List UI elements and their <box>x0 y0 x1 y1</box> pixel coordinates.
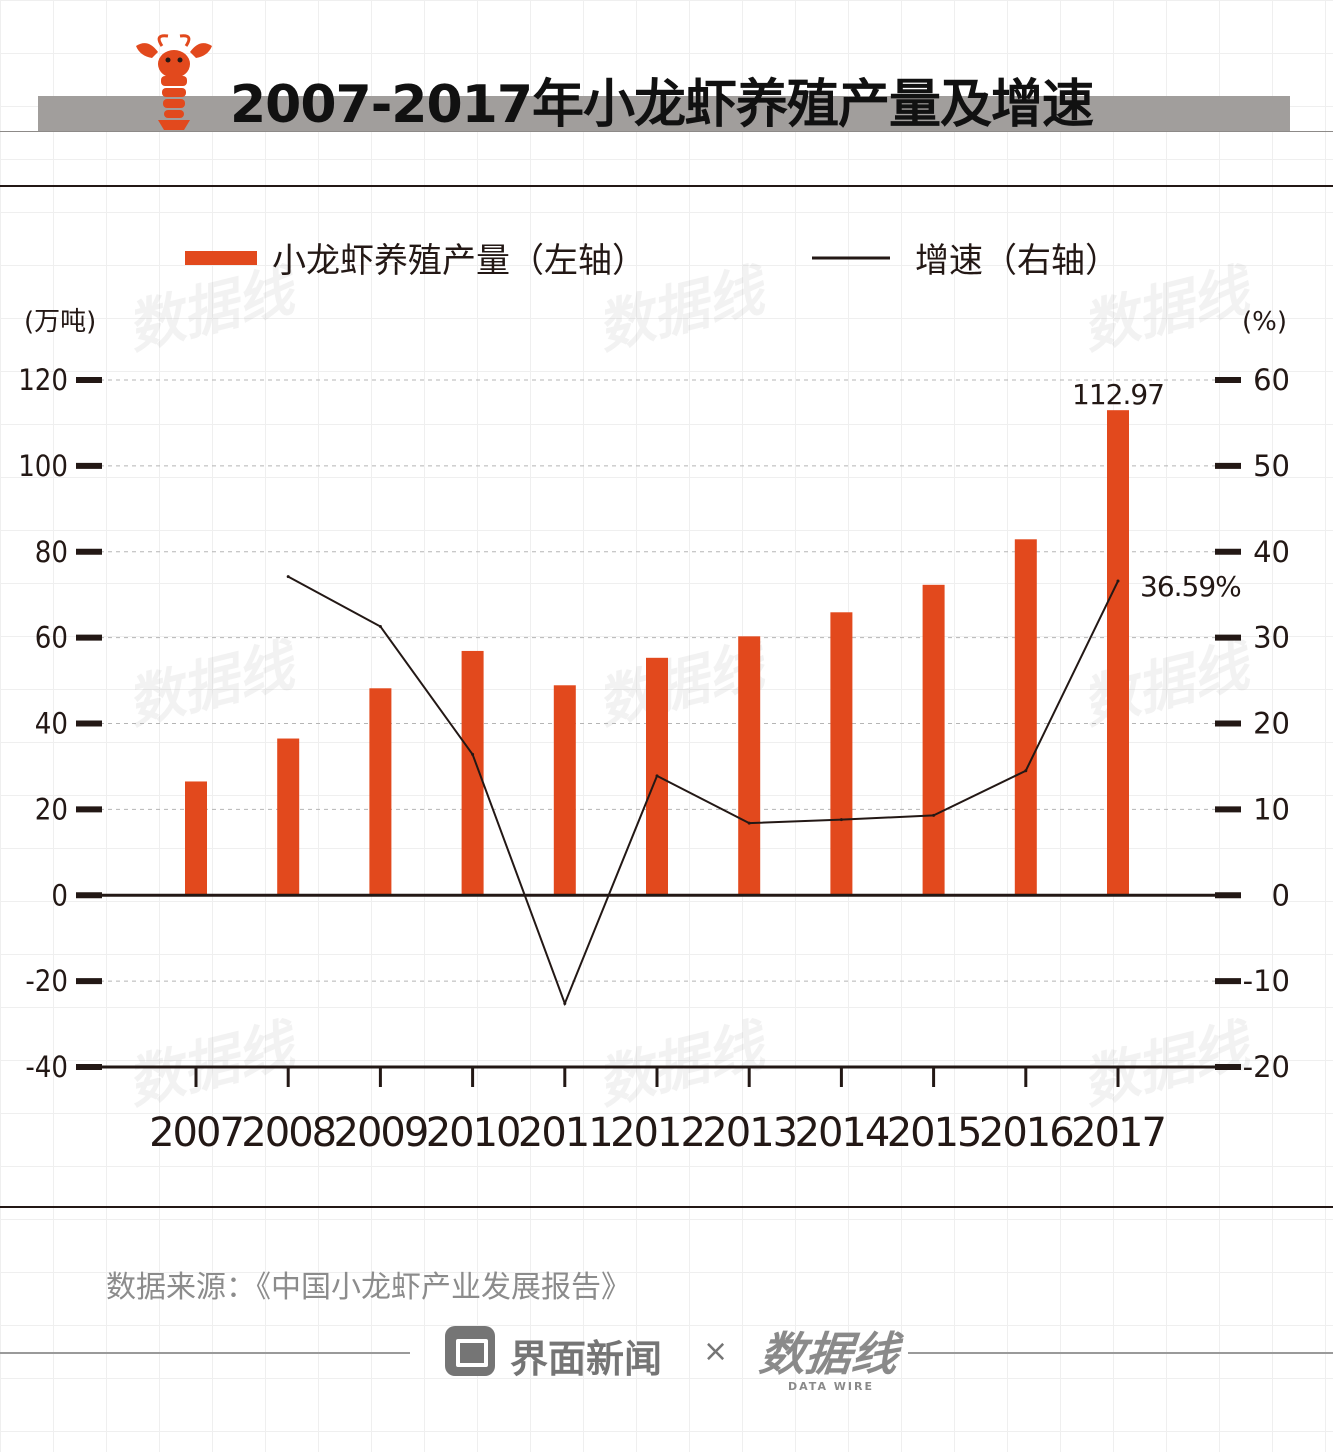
right-axis-tick <box>1215 377 1241 383</box>
bar <box>1107 410 1129 896</box>
left-axis-label: (万吨) <box>24 307 96 337</box>
x-axis-tick-label: 2015 <box>887 1110 981 1156</box>
bar <box>277 738 300 896</box>
left-axis-tick <box>76 634 102 641</box>
lobster-icon <box>136 34 212 130</box>
footer-divider <box>0 1206 1333 1208</box>
left-axis-tick <box>76 806 102 813</box>
right-axis-tick-label: -10 <box>1243 964 1290 998</box>
x-axis-tick-label: 2017 <box>1071 1110 1165 1156</box>
legend-label: 增速（右轴） <box>915 241 1119 281</box>
right-axis-tick-label: 30 <box>1253 621 1290 655</box>
partner-logo: 数据线 <box>756 1327 901 1381</box>
left-axis-tick <box>76 720 102 727</box>
x-axis-tick-label: 2013 <box>702 1110 796 1156</box>
right-axis-label: (%) <box>1242 307 1287 337</box>
x-axis-tick-label: 2008 <box>241 1110 335 1156</box>
header-band <box>38 96 1290 132</box>
right-axis-tick-label: 40 <box>1253 535 1290 569</box>
left-axis-tick <box>76 978 102 985</box>
left-axis-tick-label: 100 <box>18 449 68 483</box>
brand-rule <box>908 1352 1333 1354</box>
brand-separator: × <box>703 1334 729 1369</box>
left-axis-tick <box>76 377 102 383</box>
brand-logo-icon <box>445 1326 495 1376</box>
growth-point <box>471 752 475 756</box>
x-axis-tick-label: 2012 <box>610 1110 704 1156</box>
growth-point <box>839 818 843 822</box>
growth-point <box>932 813 936 817</box>
bar <box>922 584 945 896</box>
data-label: 112.97 <box>1072 378 1164 411</box>
x-axis-tick-label: 2014 <box>795 1110 889 1156</box>
growth-point <box>1116 579 1120 583</box>
x-axis-tick-label: 2011 <box>518 1110 612 1156</box>
left-axis-tick <box>76 462 102 469</box>
growth-point <box>286 575 290 579</box>
bar <box>738 636 761 896</box>
right-axis-tick-label: 10 <box>1253 792 1290 826</box>
growth-point <box>747 821 751 825</box>
growth-point <box>1024 769 1028 773</box>
brand-rule <box>0 1352 410 1354</box>
right-axis-tick <box>1215 462 1241 469</box>
left-axis-tick-label: 20 <box>35 792 68 826</box>
bar <box>553 685 576 896</box>
brand-name: 界面新闻 <box>510 1337 663 1381</box>
legend-swatch-bar <box>185 251 257 265</box>
growth-line <box>287 575 1119 1007</box>
bar <box>185 781 207 896</box>
bar <box>1014 539 1037 896</box>
growth-point <box>378 624 382 628</box>
partner-logo-subtitle: DATA WIRE <box>788 1380 874 1393</box>
right-axis-tick-label: 50 <box>1253 449 1290 483</box>
right-axis-tick <box>1215 634 1241 641</box>
left-axis-tick-label: 0 <box>51 878 68 912</box>
left-axis-tick-label: 120 <box>18 363 68 397</box>
legend-label: 小龙虾养殖产量（左轴） <box>272 241 646 281</box>
left-axis-tick-label: 80 <box>35 535 68 569</box>
bar <box>369 688 392 896</box>
left-axis-tick-label: -20 <box>25 964 68 998</box>
right-axis-tick-label: 20 <box>1253 707 1290 741</box>
bar <box>461 650 484 896</box>
x-axis-tick-label: 2010 <box>426 1110 520 1156</box>
data-label: 36.59% <box>1140 570 1241 603</box>
x-axis-tick-label: 2007 <box>149 1110 243 1156</box>
x-axis-tick-label: 2016 <box>979 1110 1073 1156</box>
right-axis-tick <box>1215 548 1241 555</box>
right-axis-tick-label: 60 <box>1253 363 1290 397</box>
x-axis-tick-label: 2009 <box>334 1110 428 1156</box>
chart: 小龙虾养殖产量（左轴） 增速（右轴）(万吨) (%)120100806040200-… <box>18 241 1290 1156</box>
growth-point <box>563 1001 567 1005</box>
growth-point <box>655 774 659 778</box>
bar <box>830 612 853 896</box>
right-axis-tick-label: 0 <box>1272 878 1290 912</box>
right-axis-tick <box>1215 720 1241 727</box>
right-axis-tick <box>1215 978 1241 985</box>
right-axis-tick <box>1215 806 1241 813</box>
source-note: 数据来源：《中国小龙虾产业发展报告》 <box>106 1270 631 1305</box>
left-axis-tick <box>76 548 102 555</box>
header-divider <box>0 185 1333 187</box>
left-axis-tick-label: 40 <box>35 707 68 741</box>
page-title: 2007-2017年小龙虾养殖产量及增速 <box>230 75 1094 135</box>
left-axis-tick-label: -40 <box>25 1050 68 1084</box>
right-axis-tick-label: -20 <box>1243 1050 1290 1084</box>
left-axis-tick-label: 60 <box>35 621 68 655</box>
header-rule <box>0 131 1333 132</box>
